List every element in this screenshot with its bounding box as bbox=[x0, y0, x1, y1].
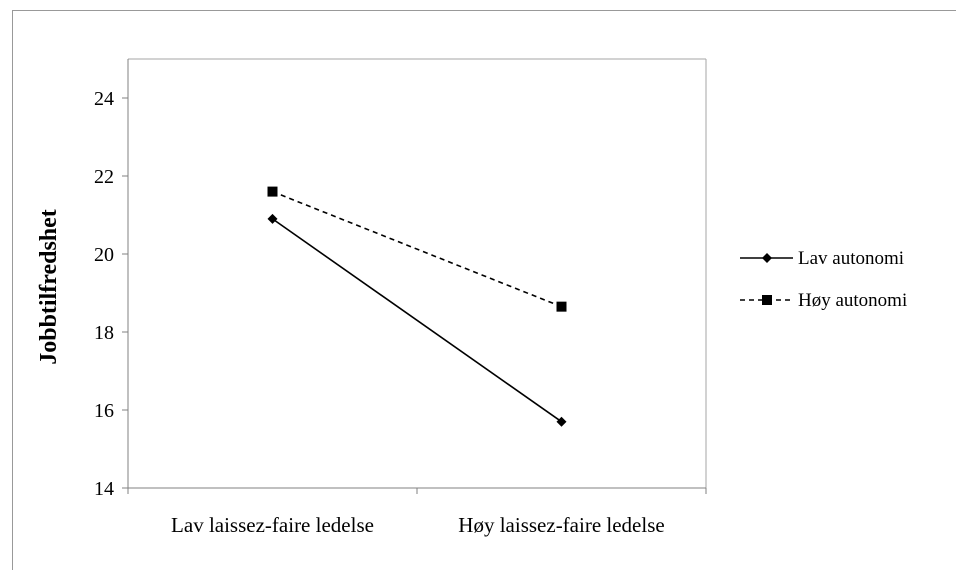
series-layer bbox=[267, 186, 567, 427]
chart-frame bbox=[12, 10, 956, 570]
diamond-marker bbox=[267, 213, 278, 224]
series-line bbox=[272, 190, 562, 308]
y-tick-label: 16 bbox=[94, 400, 114, 422]
series-2 bbox=[267, 186, 567, 312]
plot-area bbox=[128, 58, 707, 488]
y-tick-label: 22 bbox=[94, 166, 114, 188]
y-tick-label: 14 bbox=[94, 478, 114, 500]
legend-square-marker bbox=[762, 295, 772, 305]
y-tick-label: 20 bbox=[94, 244, 114, 266]
legend-label: Lav autonomi bbox=[798, 248, 904, 269]
y-tick-label: 18 bbox=[94, 322, 114, 344]
legend-item: Lav autonomi bbox=[740, 248, 904, 269]
square-marker bbox=[267, 186, 278, 197]
x-axis: Lav laissez-faire ledelse Høy laissez-fai… bbox=[127, 487, 707, 537]
series-1 bbox=[267, 213, 567, 427]
y-axis-title: Jobbtilfredshet bbox=[36, 209, 62, 365]
legend-diamond-marker bbox=[762, 253, 772, 263]
legend: Lav autonomi Høy autonomi bbox=[740, 248, 907, 311]
x-category-label: Høy laissez-faire ledelse bbox=[458, 513, 664, 537]
x-category-label: Lav laissez-faire ledelse bbox=[171, 513, 374, 537]
series-line bbox=[272, 218, 562, 423]
legend-item: Høy autonomi bbox=[740, 290, 907, 311]
diamond-marker bbox=[556, 416, 567, 427]
legend-label: Høy autonomi bbox=[798, 290, 907, 311]
y-tick-label: 24 bbox=[94, 88, 114, 110]
square-marker bbox=[556, 301, 567, 312]
y-axis: 14 16 18 20 22 24 bbox=[94, 59, 129, 500]
